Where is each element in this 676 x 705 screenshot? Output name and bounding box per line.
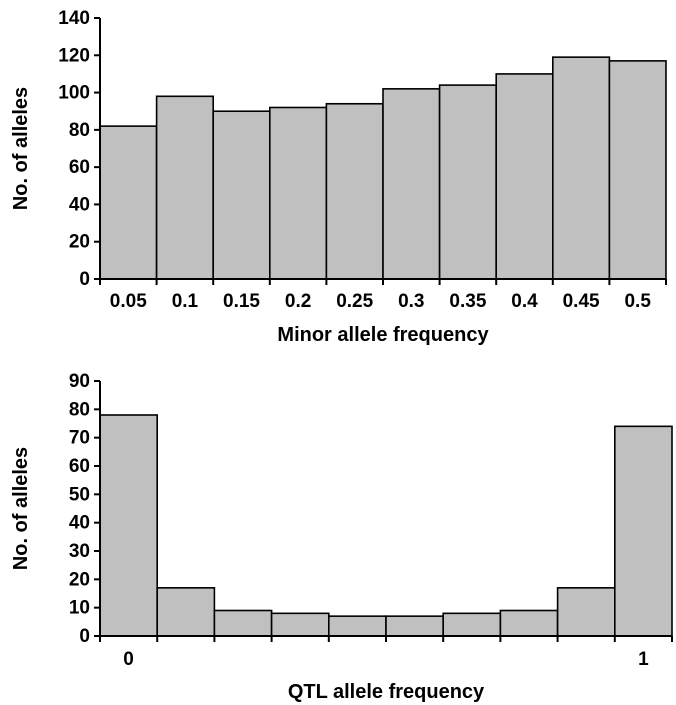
x-tick-label: 0.15 bbox=[223, 291, 260, 312]
bar-7 bbox=[442, 612, 502, 637]
minor-allele-frequency-histogram: 0 20 40 60 80 100 120 140 0.05 0.1 0.15 0.2 0.25 0.3 0… bbox=[10, 8, 667, 346]
y-tick-label: 10 bbox=[69, 598, 90, 619]
bar-5 bbox=[325, 102, 384, 280]
y-tick-label: 20 bbox=[69, 232, 90, 253]
y-tick-label: 50 bbox=[69, 484, 90, 505]
y-tick-label: 80 bbox=[69, 120, 90, 141]
x-tick-label: 1 bbox=[638, 649, 649, 670]
y-tick-label: 40 bbox=[69, 194, 90, 215]
x-tick-label: 0.2 bbox=[285, 291, 311, 312]
y-axis-title: No. of alleles bbox=[10, 87, 32, 210]
y-tick-label: 60 bbox=[69, 456, 90, 477]
y-tick-label: 0 bbox=[79, 626, 90, 647]
x-tick-label: 0.35 bbox=[449, 291, 486, 312]
y-tick-label: 80 bbox=[69, 399, 90, 420]
bar-4 bbox=[270, 612, 330, 637]
x-tick-label: 0 bbox=[123, 649, 134, 670]
bar-3 bbox=[213, 609, 273, 637]
y-axis-title: No. of alleles bbox=[10, 447, 32, 570]
bar-8 bbox=[495, 73, 554, 280]
bar-3 bbox=[212, 110, 271, 280]
x-tick-label: 0.1 bbox=[172, 291, 199, 312]
bar-9 bbox=[551, 56, 611, 280]
bar-9 bbox=[556, 587, 616, 637]
x-tick-label: 0.25 bbox=[336, 291, 373, 312]
bar-10 bbox=[613, 425, 673, 637]
y-tick-label: 140 bbox=[58, 8, 90, 29]
y-tick-label: 0 bbox=[79, 269, 90, 290]
bar-10 bbox=[608, 60, 667, 280]
x-tick-label: 0.45 bbox=[563, 291, 600, 312]
bar-8 bbox=[499, 609, 559, 637]
bar-4 bbox=[268, 106, 328, 280]
y-tick-label: 70 bbox=[69, 428, 90, 449]
y-tick-label: 20 bbox=[69, 569, 90, 590]
y-tick-label: 60 bbox=[69, 157, 90, 178]
y-tick-label: 100 bbox=[58, 83, 90, 104]
y-tick-label: 120 bbox=[58, 45, 90, 66]
x-axis-title: Minor allele frequency bbox=[277, 324, 489, 346]
bar-1 bbox=[99, 125, 158, 280]
x-tick-label: 0.4 bbox=[511, 291, 538, 312]
x-tick-label: 0.05 bbox=[110, 291, 147, 312]
y-tick-label: 40 bbox=[69, 513, 90, 534]
y-tick-label: 30 bbox=[69, 541, 90, 562]
qtl-allele-frequency-histogram: 0 10 20 30 40 50 60 70 80 90 0 1 QTL allele frequenc… bbox=[10, 371, 673, 703]
x-tick-label: 0.5 bbox=[624, 291, 651, 312]
x-axis-title: QTL allele frequency bbox=[288, 681, 485, 703]
bar-6 bbox=[385, 615, 445, 637]
x-tick-label: 0.3 bbox=[398, 291, 424, 312]
bar-7 bbox=[438, 84, 498, 280]
bar-1 bbox=[99, 414, 159, 637]
bar-2 bbox=[155, 95, 215, 280]
bar-5 bbox=[327, 615, 387, 637]
bar-2 bbox=[156, 587, 216, 637]
y-tick-label: 90 bbox=[69, 371, 90, 392]
bar-6 bbox=[382, 88, 441, 280]
